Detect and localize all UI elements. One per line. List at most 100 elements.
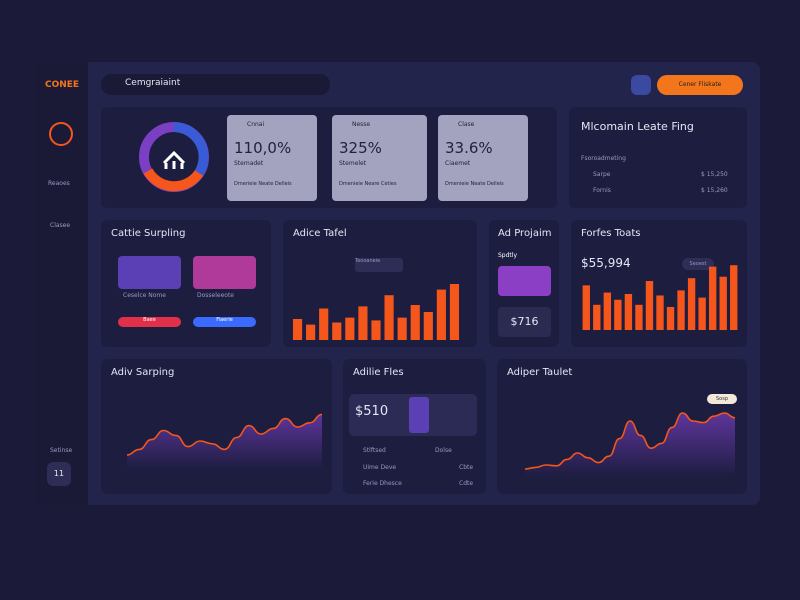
bar (436, 289, 446, 340)
sidebar: CONEE Reaoes Clasee Setinse 11 (35, 62, 88, 505)
bar (719, 276, 727, 330)
bar (677, 290, 685, 330)
bar (635, 304, 643, 330)
footer: Setinse (50, 447, 73, 454)
line-chart (524, 412, 736, 477)
files-card: Adilie Fles $510 Stlftsed Dolse Uime Dev… (343, 359, 486, 494)
bar-chart (292, 284, 460, 340)
subtitle: Fsoroadmeting (581, 155, 626, 162)
taulet-card: Adiper Taulet Sosp (497, 359, 747, 494)
line (524, 412, 736, 470)
stat-note: Stemadet (234, 160, 264, 167)
bar (593, 304, 601, 330)
bar (397, 317, 407, 340)
line (126, 413, 323, 456)
row-value: Cdte (459, 480, 474, 487)
badge[interactable]: 11 (47, 462, 71, 486)
row-value: Cbte (459, 464, 474, 471)
action-button[interactable]: Cener Fliskate (657, 75, 743, 95)
row-label: Ferie Dhesce (363, 480, 402, 487)
stat-value: 110,0% (234, 139, 292, 157)
photo (193, 256, 256, 289)
button[interactable]: Baee (118, 317, 181, 327)
title: Adilie Fles (353, 367, 404, 378)
badge[interactable]: Seoest (682, 258, 714, 270)
bar (292, 319, 303, 340)
stat-label: Clase (458, 121, 475, 128)
avatar[interactable] (49, 122, 73, 146)
summary-card: Mlcomain Leate Fing Fsoroadmeting Sarpe … (569, 107, 747, 208)
name: Dosseleeote (197, 292, 234, 299)
photo (118, 256, 181, 289)
bar (645, 281, 654, 330)
stat-detail: Dmenieie Neate Delleis (445, 181, 504, 187)
bar (624, 294, 633, 330)
thumbnail (498, 266, 551, 296)
search[interactable]: Cemgraiaint (101, 74, 330, 95)
bar (306, 324, 316, 340)
stat-label: Cnnai (247, 121, 265, 128)
line-chart (126, 413, 323, 469)
button[interactable]: Fiaerie (193, 317, 256, 327)
row-label: Stlftsed (363, 447, 386, 454)
bar (423, 312, 433, 340)
icon-button[interactable] (631, 75, 651, 95)
row-label: Sarpe (593, 171, 611, 178)
bar (708, 266, 717, 330)
stat-detail: Dmenieie Neare Ceties (339, 181, 397, 187)
row-value: Dolse (435, 447, 452, 454)
bar (603, 292, 612, 330)
area (525, 413, 735, 477)
sarping-card: Adiv Sarping (101, 359, 332, 494)
bar (410, 305, 420, 340)
row-label: Fornis (593, 187, 611, 194)
bar (666, 306, 675, 330)
bar-chart (582, 265, 738, 330)
title: Adiv Sarping (111, 367, 175, 378)
stat-label: Nesse (352, 121, 371, 128)
stat-note: Ciaemet (445, 160, 471, 167)
bar (319, 308, 329, 340)
label: Spdtly (498, 252, 517, 259)
title: Forfes Toats (581, 228, 641, 239)
stat-card: Cnnai 110,0% Stemadet Dmerieie Neate Dellei… (227, 115, 317, 201)
title: Mlcomain Leate Fing (581, 120, 694, 133)
photo (409, 397, 429, 433)
badge: Sosp (707, 394, 737, 404)
stat-value: 33.6% (445, 139, 493, 157)
value: $510 (355, 404, 389, 419)
bar (730, 265, 738, 330)
title: Adiper Taulet (507, 367, 573, 378)
totals-card: Forfes Toats $55,994 Seoest (571, 220, 747, 347)
name: Ceselce Nome (123, 292, 166, 299)
bar (449, 284, 460, 340)
stat-card: Clase 33.6% Ciaemet Dmenieie Neate Delleis (438, 115, 528, 201)
promo: $510 (349, 394, 477, 436)
bar (687, 278, 696, 330)
value: $716 (498, 307, 551, 337)
bar (656, 295, 664, 330)
bar (582, 285, 590, 330)
area (127, 414, 322, 469)
stat-detail: Dmerieie Neate Delleis (234, 181, 292, 187)
bar (358, 306, 368, 340)
tafel-card: Adice Tafel Teooaneie (283, 220, 477, 347)
project-card: Ad Projaim Spdtly $716 (489, 220, 559, 347)
title: Adice Tafel (293, 228, 347, 239)
nav-item[interactable]: Clasee (50, 222, 71, 229)
tooltip: Teooaneie (355, 258, 403, 272)
logo: CONEE (45, 80, 80, 90)
stat-note: Stemelet (339, 160, 367, 167)
bar (614, 299, 622, 330)
bar (371, 320, 381, 340)
nav-item[interactable]: Reaoes (48, 180, 70, 187)
title: Ad Projaim (498, 228, 552, 239)
stat-value: 325% (339, 139, 382, 157)
bar (384, 295, 394, 340)
search-text: Cemgraiaint (125, 78, 181, 88)
value: $55,994 (581, 256, 631, 270)
row-value: $ 15,260 (701, 187, 728, 194)
row-label: Uime Deve (363, 464, 397, 471)
donut (139, 122, 209, 192)
